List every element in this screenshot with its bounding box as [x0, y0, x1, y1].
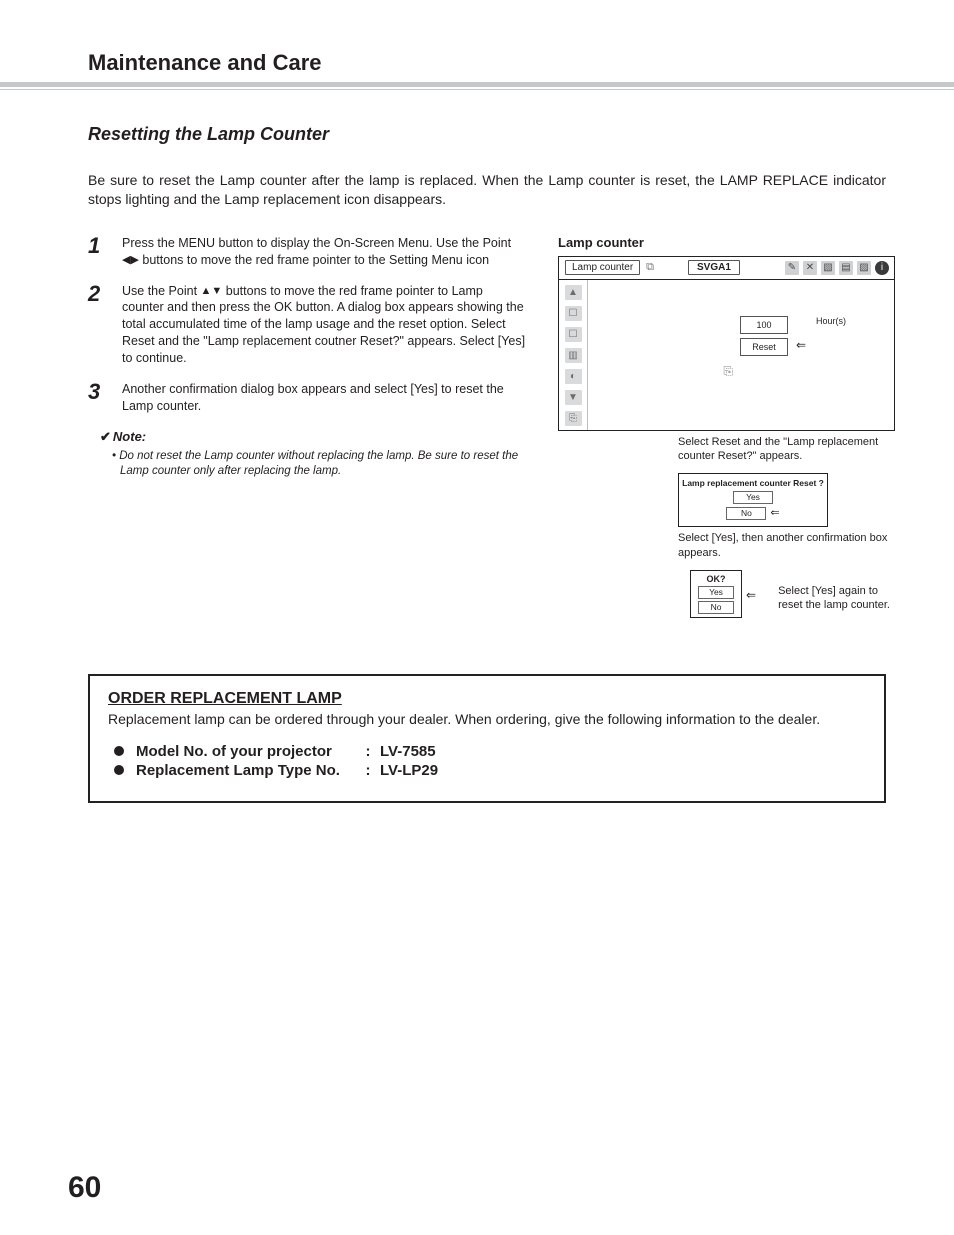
- step-text: Use the Point ▲▼ buttons to move the red…: [122, 283, 528, 367]
- osd-main-panel: 100 Hour(s) Reset ⇐ ⎘: [588, 280, 894, 430]
- exit-icon: ⎘: [565, 411, 582, 426]
- dialog-no-option: No: [726, 507, 766, 520]
- order-text: Replacement lamp can be ordered through …: [108, 710, 866, 729]
- note-heading: ✔Note:: [100, 429, 528, 445]
- colon: :: [356, 743, 380, 760]
- osd-link-icon: ⧉: [646, 261, 654, 274]
- note-heading-text: Note:: [113, 429, 146, 444]
- dialog-no-option: No: [698, 601, 734, 614]
- order-heading: ORDER REPLACEMENT LAMP: [108, 690, 866, 708]
- reset-box: Reset: [740, 338, 788, 356]
- figure-caption-3: Select [Yes] again to reset the lamp cou…: [778, 584, 898, 613]
- osd-signal-label: SVGA1: [688, 260, 740, 275]
- order-replacement-box: ORDER REPLACEMENT LAMP Replacement lamp …: [88, 674, 886, 803]
- order-row-model: Model No. of your projector : LV-7585: [108, 743, 866, 760]
- ok-dialog-block: OK? Yes No ⇐ Select [Yes] again to reset…: [690, 570, 898, 618]
- dialog-yes-option: Yes: [698, 586, 734, 599]
- left-right-arrows-icon: ◀▶: [122, 253, 139, 268]
- step-text-pre: Use the Point: [122, 284, 201, 298]
- step-text-post: buttons to move the red frame pointer to…: [139, 253, 489, 267]
- order-value: LV-LP29: [380, 762, 438, 779]
- header-rule-thin: [0, 89, 954, 90]
- down-icon: ▼: [565, 390, 582, 405]
- intro-paragraph: Be sure to reset the Lamp counter after …: [88, 171, 886, 209]
- hours-label: Hour(s): [816, 316, 846, 326]
- setting-icon: ☐: [565, 327, 582, 342]
- step-number: 1: [88, 235, 122, 269]
- dialog-title: Lamp replacement counter Reset ?: [679, 478, 827, 488]
- setting-icon: ◐: [565, 369, 582, 384]
- setting-icon: ▥: [565, 348, 582, 363]
- pointer-arrow-icon: ⇐: [796, 338, 806, 352]
- order-label: Replacement Lamp Type No.: [136, 762, 356, 779]
- hours-value-box: 100: [740, 316, 788, 334]
- figure-caption-1: Select Reset and the "Lamp replacement c…: [678, 435, 898, 464]
- bullet-icon: [114, 746, 124, 756]
- osd-icon-row: ✎ ✕ ▧ ▤ ▨ i: [785, 261, 894, 275]
- order-value: LV-7585: [380, 743, 436, 760]
- page-number: 60: [68, 1171, 101, 1205]
- figure-caption-2: Select [Yes], then another confirmation …: [678, 531, 898, 560]
- osd-info-icon: i: [875, 261, 889, 275]
- section-title: Maintenance and Care: [88, 50, 886, 76]
- figure-column: Lamp counter Lamp counter ⧉ SVGA1 ✎ ✕ ▧ …: [558, 235, 898, 618]
- ok-dialog-title: OK?: [693, 574, 739, 584]
- order-label: Model No. of your projector: [136, 743, 356, 760]
- osd-menu-label: Lamp counter: [565, 260, 640, 275]
- step-3: 3 Another confirmation dialog box appear…: [88, 381, 528, 415]
- subsection-title: Resetting the Lamp Counter: [88, 124, 886, 145]
- step-text: Press the MENU button to display the On-…: [122, 235, 528, 269]
- osd-sidebar: ▲ ☐ ☐ ▥ ◐ ▼ ⎘: [559, 280, 588, 430]
- dialog-no-row: No ⇐: [679, 504, 827, 520]
- manual-page: Maintenance and Care Resetting the Lamp …: [0, 0, 954, 1235]
- step-text: Another confirmation dialog box appears …: [122, 381, 528, 415]
- reset-dialog: Lamp replacement counter Reset ? Yes No …: [678, 473, 828, 527]
- osd-menubar: Lamp counter ⧉ SVGA1 ✎ ✕ ▧ ▤ ▨ i: [558, 256, 895, 280]
- check-icon: ✔: [100, 429, 111, 444]
- osd-icon: ▨: [857, 261, 871, 275]
- two-column-layout: 1 Press the MENU button to display the O…: [88, 235, 886, 618]
- figure-label: Lamp counter: [558, 235, 898, 250]
- note-body: • Do not reset the Lamp counter without …: [112, 449, 528, 480]
- setting-icon: ☐: [565, 306, 582, 321]
- step-1: 1 Press the MENU button to display the O…: [88, 235, 528, 269]
- osd-icon: ✎: [785, 261, 799, 275]
- colon: :: [356, 762, 380, 779]
- osd-icon: ▤: [839, 261, 853, 275]
- leave-icon: ⎘: [723, 364, 733, 379]
- pointer-arrow-icon: ⇐: [770, 506, 779, 519]
- step-text-pre: Press the MENU button to display the On-…: [122, 236, 511, 250]
- up-down-arrows-icon: ▲▼: [201, 284, 223, 299]
- osd-icon: ▧: [821, 261, 835, 275]
- step-2: 2 Use the Point ▲▼ buttons to move the r…: [88, 283, 528, 367]
- osd-icon: ✕: [803, 261, 817, 275]
- dialog-yes-option: Yes: [733, 491, 773, 504]
- step-number: 3: [88, 381, 122, 415]
- up-icon: ▲: [565, 285, 582, 300]
- header-rule-thick: [0, 82, 954, 87]
- bullet-icon: [114, 765, 124, 775]
- step-number: 2: [88, 283, 122, 367]
- osd-body: ▲ ☐ ☐ ▥ ◐ ▼ ⎘ 100 Hour(s) Reset ⇐ ⎘: [558, 280, 895, 431]
- ok-dialog: OK? Yes No: [690, 570, 742, 618]
- pointer-arrow-icon: ⇐: [746, 588, 756, 602]
- steps-column: 1 Press the MENU button to display the O…: [88, 235, 528, 618]
- order-row-lamp: Replacement Lamp Type No. : LV-LP29: [108, 762, 866, 779]
